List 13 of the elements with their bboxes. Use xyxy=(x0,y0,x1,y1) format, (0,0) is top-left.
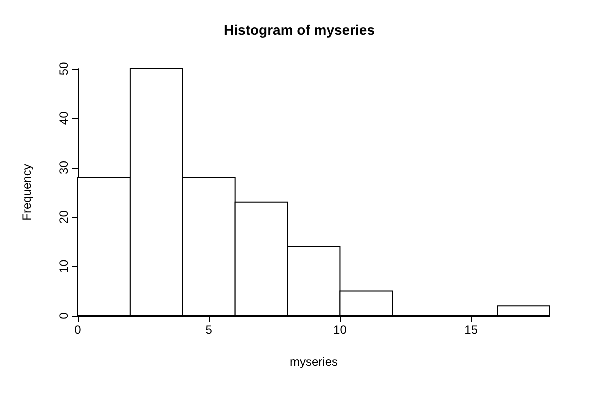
y-tick-label: 50 xyxy=(57,62,71,76)
chart-title: Histogram of myseries xyxy=(224,22,376,38)
x-axis-title: myseries xyxy=(290,355,338,369)
y-axis-title: Frequency xyxy=(20,164,34,221)
x-tick-label: 0 xyxy=(74,323,82,337)
x-tick-label: 5 xyxy=(206,323,213,337)
y-tick-label: 30 xyxy=(57,160,71,174)
x-tick-label: 15 xyxy=(464,323,478,337)
y-tick-label: 20 xyxy=(57,210,71,224)
y-tick-label: 40 xyxy=(57,111,71,126)
y-tick-label: 10 xyxy=(57,260,71,274)
x-tick-label: 10 xyxy=(334,323,348,337)
y-tick-label: 0 xyxy=(57,312,71,320)
